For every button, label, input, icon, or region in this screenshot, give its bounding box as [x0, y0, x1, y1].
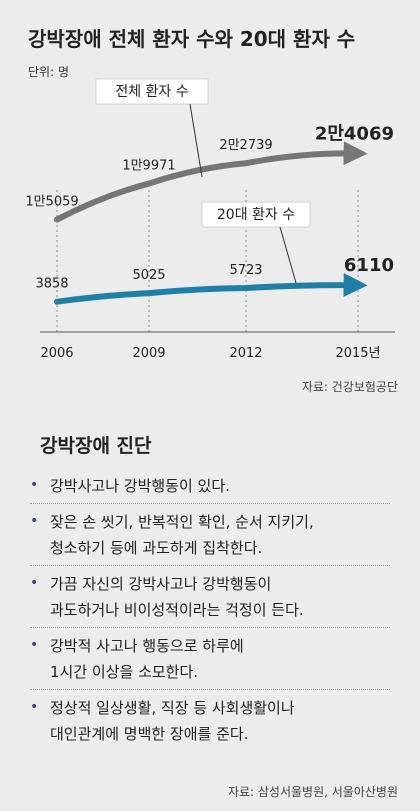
- series-leader-1: [279, 226, 297, 284]
- diagnosis-item-text: 강박사고나 강박행동이 있다.: [50, 473, 390, 499]
- diagnosis-item-line: 과도하거나 비이성적이라는 걱정이 든다.: [50, 601, 304, 619]
- chart-panel: 강박장애 전체 환자 수와 20대 환자 수 단위: 명 1만5059 1만997…: [0, 0, 420, 411]
- diagnosis-item-line: 청소하기 등에 과도하게 집착한다.: [50, 539, 263, 557]
- value-label-0-3: 2만4069: [315, 123, 394, 144]
- series-name-box-1: [201, 201, 311, 228]
- diagnosis-title: 강박장애 진단: [40, 435, 152, 457]
- bullet-icon: •: [30, 699, 39, 715]
- value-label-0-1: 1만9971: [122, 159, 175, 174]
- series-name-0: 전체 환자 수: [115, 84, 188, 100]
- value-label-0-0: 1만5059: [25, 195, 78, 210]
- diagnosis-item: • 강박사고나 강박행동이 있다.: [30, 473, 390, 499]
- item-separator: [30, 565, 390, 566]
- value-label-1-2: 5723: [229, 263, 262, 278]
- series-line-0: [54, 141, 368, 223]
- unit-label: 단위: 명: [28, 65, 69, 79]
- x-tick-label-2: 2012: [229, 346, 262, 361]
- series-line-1: [54, 273, 368, 305]
- bullet-icon: •: [30, 637, 39, 653]
- item-separator: [30, 503, 390, 504]
- diagnosis-item-line: 강박사고나 강박행동이 있다.: [50, 477, 230, 495]
- line-chart: 강박장애 전체 환자 수와 20대 환자 수 단위: 명 1만5059 1만997…: [25, 27, 398, 394]
- x-tick-label-3: 2015년: [335, 346, 380, 361]
- value-label-1-0: 3858: [35, 277, 68, 292]
- diagnosis-item-line: 대인관계에 명백한 장애를 준다.: [50, 725, 249, 743]
- diagnosis-source: 자료: 삼성서울병원, 서울아산병원: [227, 785, 398, 799]
- series-leader-0: [189, 103, 203, 178]
- diagnosis-item-line: 정상적 일상생활, 직장 등 사회생활이나: [50, 699, 295, 717]
- diagnosis-item-line: 1시간 이상을 소모한다.: [50, 663, 199, 681]
- bullet-icon: •: [30, 477, 39, 493]
- diagnosis-item: • 강박적 사고나 행동으로 하루에 1시간 이상을 소모한다.: [30, 633, 390, 685]
- bullet-icon: •: [30, 575, 39, 591]
- x-tick-label-1: 2009: [132, 346, 165, 361]
- diagnosis-item-text: 강박적 사고나 행동으로 하루에 1시간 이상을 소모한다.: [50, 633, 390, 685]
- series-name-box-0: [95, 78, 209, 105]
- x-tick-label-0: 2006: [40, 346, 73, 361]
- diagnosis-item: • 잦은 손 씻기, 반복적인 확인, 순서 지키기, 청소하기 등에 과도하게 집…: [30, 509, 390, 561]
- value-label-1-3: 6110: [344, 255, 394, 276]
- bullet-icon: •: [30, 513, 39, 529]
- chart-title: 강박장애 전체 환자 수와 20대 환자 수: [28, 27, 355, 51]
- diagnosis-item-text: 잦은 손 씻기, 반복적인 확인, 순서 지키기, 청소하기 등에 과도하게 집착…: [50, 509, 390, 561]
- diagnosis-panel: 강박장애 진단 • 강박사고나 강박행동이 있다. • 잦은 손 씻기, 반복적인 확…: [0, 411, 420, 811]
- value-label-1-1: 5025: [132, 268, 165, 283]
- diagnosis-item-line: 강박적 사고나 행동으로 하루에: [50, 637, 244, 655]
- diagnosis-item-line: 가끔 자신의 강박사고나 강박행동이: [50, 575, 272, 593]
- chart-source: 자료: 건강보험공단: [302, 380, 398, 394]
- series-name-1: 20대 환자 수: [217, 207, 295, 223]
- item-separator: [30, 689, 390, 690]
- value-label-0-2: 2만2739: [219, 138, 272, 153]
- diagnosis-item-line: 잦은 손 씻기, 반복적인 확인, 순서 지키기,: [50, 513, 314, 531]
- item-separator: [30, 627, 390, 628]
